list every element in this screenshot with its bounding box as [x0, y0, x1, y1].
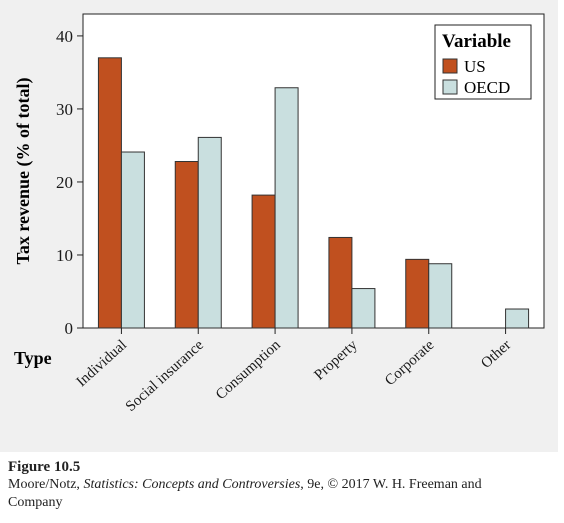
- y-tick-label: 10: [56, 246, 73, 265]
- bar-us-corporate: [405, 258, 430, 329]
- x-tick-label: Individual: [74, 337, 131, 390]
- x-axis-label: Type: [14, 348, 52, 368]
- x-tick-label: Property: [311, 337, 360, 384]
- legend-swatch-oecd: [442, 79, 458, 95]
- credit-line: Moore/Notz, Statistics: Concepts and Con…: [8, 476, 556, 494]
- x-tick-label: Corporate: [382, 337, 438, 389]
- legend-label-oecd: OECD: [464, 78, 510, 97]
- bar-oecd-individual: [120, 151, 145, 329]
- credit-last-line: Company: [8, 495, 63, 510]
- credit-authors: Moore/Notz,: [8, 477, 84, 492]
- bar-us-social-insurance: [174, 161, 199, 329]
- y-tick-label: 0: [65, 319, 74, 338]
- legend-label-us: US: [464, 57, 486, 76]
- x-tick-label: Other: [478, 337, 514, 372]
- figure-label: Figure 10.5: [8, 459, 81, 475]
- credit-edition: , 9e, © 2017 W. H. Freeman and: [300, 477, 482, 492]
- y-tick-label: 20: [56, 173, 73, 192]
- bar-oecd-property: [351, 288, 376, 329]
- figure-caption: Figure 10.5 Moore/Notz, Statistics: Conc…: [8, 458, 556, 512]
- bar-oecd-consumption: [274, 87, 299, 329]
- legend-swatch-us: [442, 58, 458, 74]
- x-tick-label: Consumption: [213, 337, 284, 403]
- bar-us-property: [328, 236, 353, 329]
- figure-panel: 0 10 20 30 40 Individual Social insurance Consu…: [0, 0, 558, 452]
- bar-oecd-other: [505, 308, 530, 329]
- bar-us-individual: [97, 57, 122, 329]
- bar-oecd-social-insurance: [197, 136, 222, 329]
- y-tick-label: 30: [56, 100, 73, 119]
- legend: Variable US OECD: [434, 24, 532, 100]
- y-tick-label: 40: [56, 27, 73, 46]
- x-tick-label: Social insurance: [123, 337, 207, 415]
- legend-title: Variable: [442, 31, 511, 52]
- bar-oecd-corporate: [428, 263, 453, 329]
- y-axis-label: Tax revenue (% of total): [13, 78, 34, 265]
- bar-us-consumption: [251, 194, 276, 329]
- credit-book-title: Statistics: Concepts and Controversies: [83, 477, 301, 492]
